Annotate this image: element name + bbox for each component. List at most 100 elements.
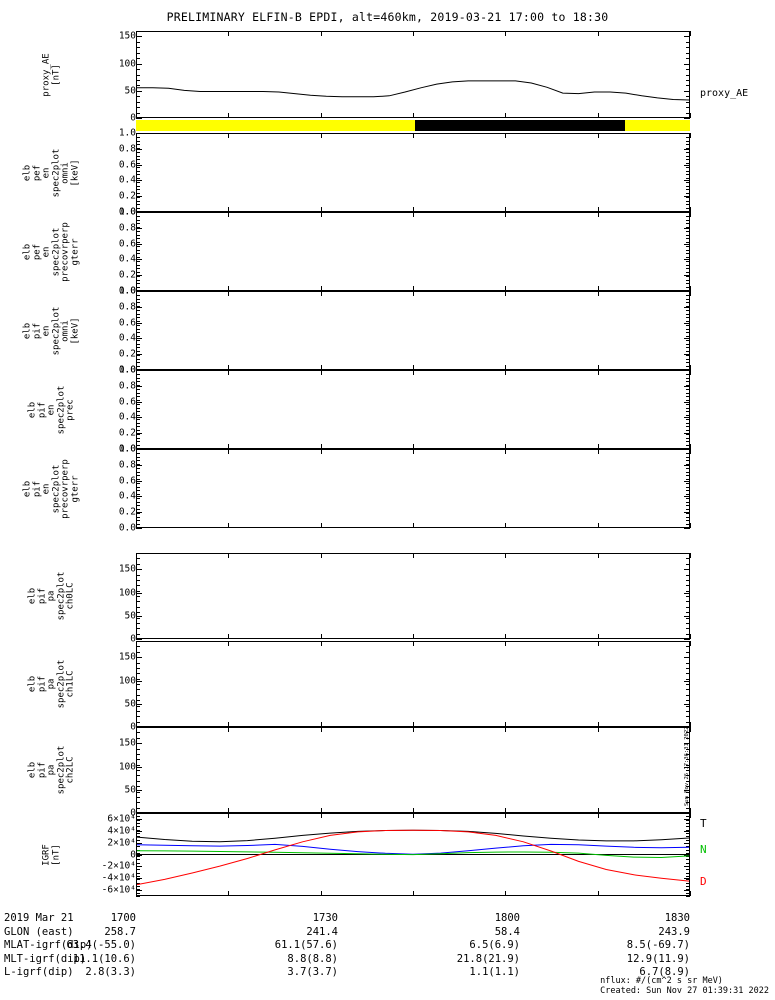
ytick-label: 6×10⁴: [107, 813, 136, 825]
row-value: 12.9(11.9): [626, 952, 690, 965]
xtick-mark: [413, 133, 414, 138]
ytick-label: 0.8: [118, 143, 136, 155]
ytick-minor: [136, 283, 140, 284]
ytick-minor: [136, 231, 140, 232]
ytick-minor: [686, 253, 690, 254]
bottom-axis-table: 2019 Mar 21 1700 1730 1800 1830 GLON (east) 25…: [0, 912, 775, 980]
ytick-minor: [136, 830, 140, 831]
ytick-label: 0.0: [118, 522, 136, 534]
ytick-mark: [136, 704, 142, 705]
ytick-minor: [686, 792, 690, 793]
ytick-minor: [136, 453, 140, 454]
ytick-minor: [136, 689, 140, 690]
ytick-minor: [686, 268, 690, 269]
ytick-label: 1.0: [118, 206, 136, 218]
ytick-minor: [686, 381, 690, 382]
ytick-label: 0.6: [118, 238, 136, 250]
ytick-minor: [686, 716, 690, 717]
ytick-minor: [136, 596, 140, 597]
ytick-label: 0.4: [118, 332, 136, 344]
ytick-minor: [136, 524, 140, 525]
xtick-mark: [690, 133, 691, 138]
ytick-minor: [136, 716, 140, 717]
ytick-label: 100: [118, 761, 136, 772]
ytick-minor: [136, 727, 140, 728]
panel-elb-pif-en-prec: [136, 370, 690, 449]
ytick-mark: [684, 481, 690, 482]
ytick-label: 100: [118, 675, 136, 686]
ytick-minor: [686, 96, 690, 97]
xtick-mark: [228, 444, 229, 449]
xtick-mark: [505, 634, 506, 639]
ytick-minor: [686, 438, 690, 439]
ytick-minor: [136, 378, 140, 379]
ytick-minor: [136, 152, 140, 153]
panel-elb-pef-en-omni: [136, 133, 690, 212]
footer-line1: nflux: #/(cm^2 s sr MeV): [600, 976, 723, 986]
xtick-mark: [413, 291, 414, 296]
xtick-mark: [136, 634, 137, 639]
xtick-mark: [690, 444, 691, 449]
ytick-minor: [136, 823, 140, 824]
xtick-mark: [321, 813, 322, 818]
ytick-label: 150: [118, 737, 136, 749]
ytick-minor: [686, 517, 690, 518]
ytick-minor: [136, 42, 140, 43]
ytick-minor: [686, 212, 690, 213]
ytick-mark: [684, 465, 690, 466]
xtick-mark: [136, 286, 137, 291]
ytick-minor: [686, 673, 690, 674]
ytick-minor: [136, 770, 140, 771]
row-value: 11.1(10.6): [72, 952, 136, 965]
ytick-minor: [686, 786, 690, 787]
ytick-label: 0: [130, 633, 136, 645]
ytick-minor: [686, 261, 690, 262]
ytick-minor: [686, 853, 690, 854]
ytick-mark: [684, 496, 690, 497]
ytick-minor: [686, 69, 690, 70]
xtick-mark: [505, 722, 506, 727]
xtick-mark: [690, 286, 691, 291]
ytick-mark: [136, 593, 142, 594]
ytick-minor: [686, 389, 690, 390]
ytick-minor: [686, 612, 690, 613]
ytick-mark: [136, 433, 142, 434]
row-value: 258.7: [104, 925, 136, 938]
ytick-minor: [686, 596, 690, 597]
ytick-minor: [136, 321, 140, 322]
ytick-minor: [136, 332, 140, 333]
ytick-minor: [686, 295, 690, 296]
ytick-minor: [686, 75, 690, 76]
ytick-minor: [686, 182, 690, 183]
ytick-minor: [686, 362, 690, 363]
panel-elb-pif-pa-ch1lc: [136, 641, 690, 727]
ytick-minor: [686, 727, 690, 728]
ytick-label: 50: [124, 610, 136, 622]
ytick-mark: [136, 354, 142, 355]
ytick-label: 0: [130, 112, 136, 124]
ytick-minor: [136, 479, 140, 480]
xtick-mark: [321, 641, 322, 646]
xtick-mark: [505, 291, 506, 296]
row-label: GLON (east): [4, 925, 74, 938]
footer-line2: Created: Sun Nov 27 01:39:31 2022: [600, 986, 769, 996]
ytick-minor: [136, 96, 140, 97]
ytick-mark: [684, 616, 690, 617]
xtick-mark: [505, 370, 506, 375]
ytick-minor: [136, 695, 140, 696]
xtick-mark: [413, 31, 414, 36]
ytick-minor: [136, 816, 140, 817]
ytick-minor: [136, 107, 140, 108]
ytick-minor: [136, 494, 140, 495]
xtick-mark: [228, 634, 229, 639]
ytick-minor: [136, 396, 140, 397]
status-bar-segment: [136, 120, 415, 131]
ytick-minor: [686, 453, 690, 454]
ytick-mark: [684, 244, 690, 245]
ytick-minor: [686, 201, 690, 202]
xtick-mark: [505, 207, 506, 212]
ytick-minor: [136, 668, 140, 669]
ytick-minor: [136, 246, 140, 247]
ytick-minor: [686, 80, 690, 81]
ytick-label: -4×10⁴: [101, 872, 136, 884]
